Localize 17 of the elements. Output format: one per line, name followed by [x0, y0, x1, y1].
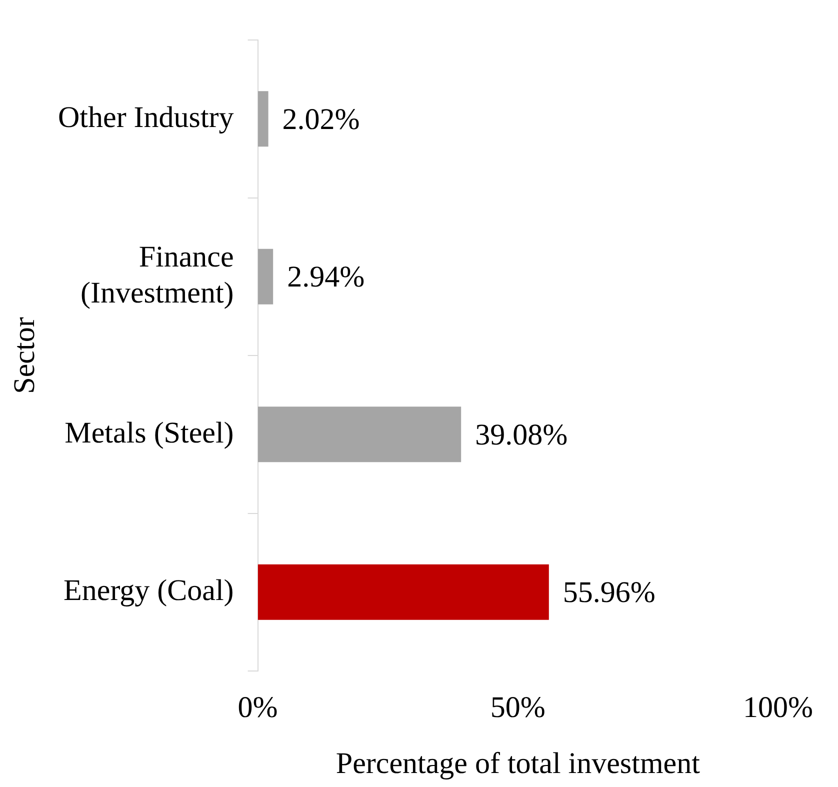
data-label: 39.08%	[475, 418, 568, 452]
y-tick-label: Energy (Coal)	[64, 574, 234, 607]
data-label: 2.02%	[282, 102, 360, 136]
x-axis-title: Percentage of total investment	[336, 746, 701, 780]
bar	[258, 564, 549, 620]
y-tick-label: Metals (Steel)	[64, 416, 234, 450]
y-tick-label: Finance (Investment)	[80, 240, 234, 310]
x-tick-label: 50%	[490, 690, 546, 724]
bar	[258, 406, 462, 462]
y-tick-label: Other Industry	[58, 100, 234, 134]
y-axis-title: Sector	[8, 317, 41, 394]
data-label: 2.94%	[287, 260, 365, 294]
x-tick-label: 0%	[238, 690, 278, 724]
x-tick-label: 100%	[743, 690, 813, 724]
data-label: 55.96%	[562, 576, 656, 609]
bar	[258, 248, 274, 304]
bar	[258, 91, 268, 147]
